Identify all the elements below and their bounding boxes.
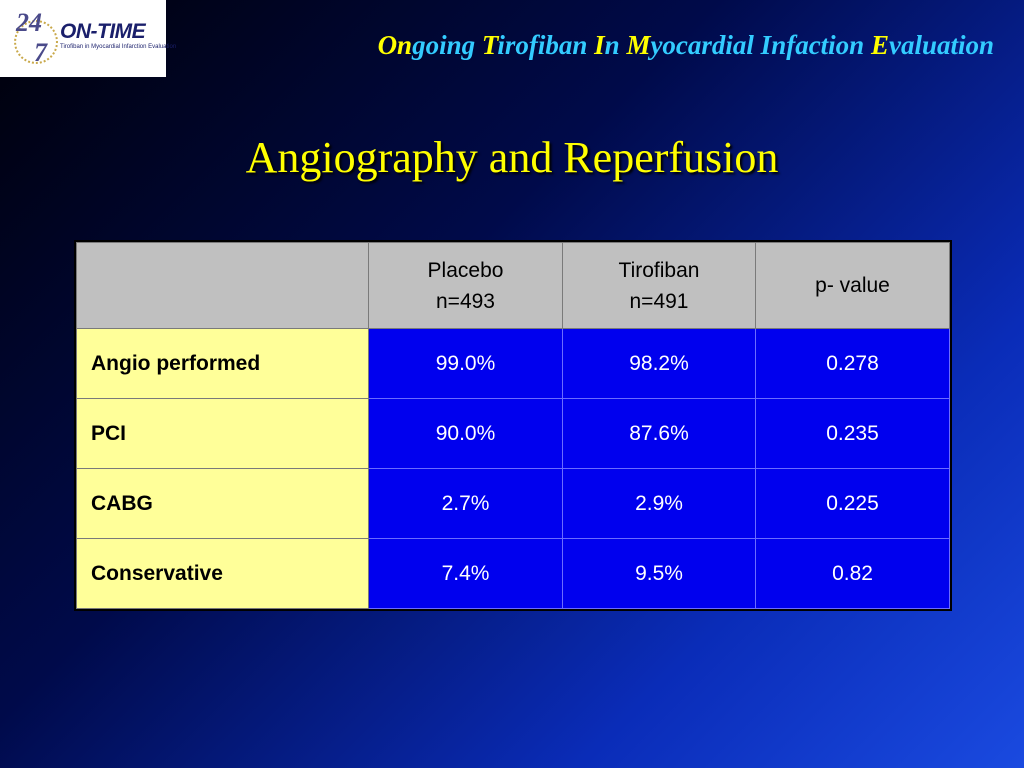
tirofiban-cell: 9.5% [562,538,756,609]
row-label: Conservative [76,538,369,609]
acronym-cap: I [594,30,605,60]
row-label: Angio performed [76,328,369,399]
tirofiban-cell: 98.2% [562,328,756,399]
acronym-rest: going [412,30,482,60]
header-line: n=491 [629,289,689,313]
header-p-value: p- value [755,242,950,329]
header-line: p- value [815,274,890,297]
logo-number-7: 7 [34,38,47,67]
acronym-rest: valuation [888,30,994,60]
header-line: n=493 [436,289,495,313]
table-row: Conservative 7.4% 9.5% 0.82 [76,538,950,609]
tirofiban-cell: 2.9% [562,468,756,539]
header-line: Placebo [427,258,504,282]
acronym-cap: E [870,30,889,60]
logo: 24 7 ON-TIME Tirofiban in Myocardial Inf… [0,0,176,77]
results-table: Placebo n=493 Tirofiban n=491 p- value A… [74,240,952,611]
acronym-rest: yocardial Infaction [650,30,871,60]
acronym-rest: irofiban [497,30,595,60]
p-value-cell: 0.82 [755,538,950,609]
p-value-cell: 0.278 [755,328,950,399]
clock-ring-icon [14,20,58,64]
logo-tagline: Tirofiban in Myocardial Infarction Evalu… [60,44,177,50]
tirofiban-cell: 87.6% [562,398,756,469]
row-label: PCI [76,398,369,469]
header-line: Tirofiban [618,258,700,282]
table-header-row: Placebo n=493 Tirofiban n=491 p- value [76,242,950,329]
table-row: PCI 90.0% 87.6% 0.235 [76,398,950,469]
placebo-cell: 7.4% [368,538,563,609]
p-value-cell: 0.225 [755,468,950,539]
placebo-cell: 90.0% [368,398,563,469]
trial-acronym-heading: Ongoing Tirofiban In Myocardial Infactio… [378,30,994,61]
table-row: Angio performed 99.0% 98.2% 0.278 [76,328,950,399]
acronym-rest: n [604,30,627,60]
acronym-cap: On [377,30,413,60]
header-tirofiban: Tirofiban n=491 [562,242,756,329]
placebo-cell: 2.7% [368,468,563,539]
acronym-cap: M [626,30,651,60]
header-placebo: Placebo n=493 [368,242,563,329]
placebo-cell: 99.0% [368,328,563,399]
logo-brand: ON-TIME [60,20,146,43]
acronym-cap: T [481,30,498,60]
row-label: CABG [76,468,369,539]
p-value-cell: 0.235 [755,398,950,469]
header-empty-cell [76,242,369,329]
logo-number-24: 24 [16,8,42,37]
table-row: CABG 2.7% 2.9% 0.225 [76,468,950,539]
slide-title: Angiography and Reperfusion [245,133,779,182]
